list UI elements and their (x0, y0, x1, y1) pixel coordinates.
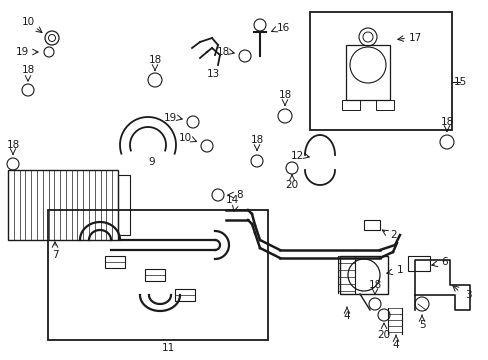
Text: 10: 10 (178, 133, 191, 143)
Text: 18: 18 (216, 47, 229, 57)
Bar (339, 256, 387, 294)
Bar (105, 256, 125, 268)
Bar (309, 12, 451, 130)
Bar (375, 100, 393, 110)
Bar (363, 220, 379, 230)
Text: 18: 18 (21, 65, 35, 75)
Text: 18: 18 (440, 117, 453, 127)
Text: 18: 18 (148, 55, 162, 65)
Text: 13: 13 (206, 69, 219, 79)
Text: 10: 10 (21, 17, 35, 27)
Bar (346, 45, 389, 100)
Text: 6: 6 (441, 257, 447, 267)
Text: 16: 16 (276, 23, 289, 33)
Text: 17: 17 (407, 33, 421, 43)
Text: 2: 2 (390, 230, 397, 240)
Text: 18: 18 (6, 140, 20, 150)
Bar (118, 175, 130, 235)
Bar (407, 256, 429, 271)
Text: 15: 15 (452, 77, 466, 87)
Text: 18: 18 (250, 135, 263, 145)
Text: 3: 3 (464, 290, 470, 300)
Text: 9: 9 (148, 157, 155, 167)
Text: 1: 1 (396, 265, 403, 275)
Bar (8, 170, 118, 240)
Text: 19: 19 (163, 113, 176, 123)
Bar (145, 269, 164, 281)
Text: 18: 18 (367, 280, 381, 290)
Text: 19: 19 (15, 47, 29, 57)
Bar (48, 210, 267, 340)
Bar (341, 100, 359, 110)
Text: 5: 5 (418, 320, 425, 330)
Text: 20: 20 (285, 180, 298, 190)
Text: 8: 8 (236, 190, 243, 200)
Text: 7: 7 (52, 250, 58, 260)
Text: 18: 18 (278, 90, 291, 100)
Text: 4: 4 (392, 340, 399, 350)
Text: 20: 20 (377, 330, 390, 340)
Text: 14: 14 (225, 195, 238, 205)
Bar (175, 289, 195, 301)
Text: 12: 12 (290, 151, 303, 161)
Text: 11: 11 (161, 343, 174, 353)
Text: 4: 4 (343, 311, 349, 321)
